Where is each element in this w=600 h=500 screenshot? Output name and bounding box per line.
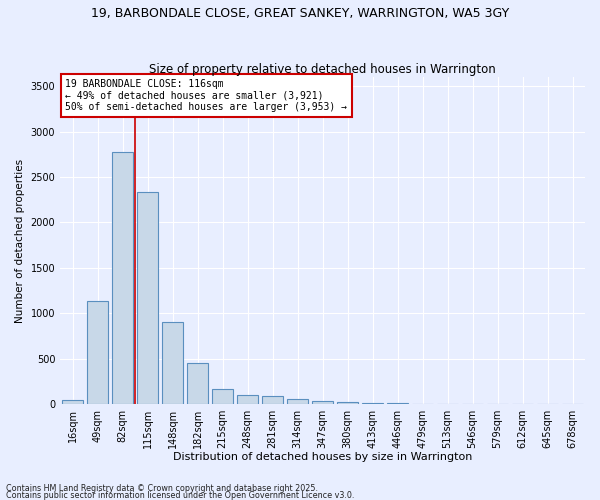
- Text: Contains HM Land Registry data © Crown copyright and database right 2025.: Contains HM Land Registry data © Crown c…: [6, 484, 318, 493]
- Bar: [137, 192, 158, 404]
- Bar: [162, 322, 183, 404]
- Title: Size of property relative to detached houses in Warrington: Size of property relative to detached ho…: [149, 63, 496, 76]
- X-axis label: Distribution of detached houses by size in Warrington: Distribution of detached houses by size …: [173, 452, 472, 462]
- Bar: [312, 401, 333, 404]
- Bar: [362, 402, 383, 404]
- Y-axis label: Number of detached properties: Number of detached properties: [15, 158, 25, 322]
- Bar: [337, 402, 358, 404]
- Bar: [262, 396, 283, 404]
- Text: 19 BARBONDALE CLOSE: 116sqm
← 49% of detached houses are smaller (3,921)
50% of : 19 BARBONDALE CLOSE: 116sqm ← 49% of det…: [65, 79, 347, 112]
- Text: 19, BARBONDALE CLOSE, GREAT SANKEY, WARRINGTON, WA5 3GY: 19, BARBONDALE CLOSE, GREAT SANKEY, WARR…: [91, 8, 509, 20]
- Bar: [387, 403, 408, 404]
- Bar: [287, 398, 308, 404]
- Bar: [212, 388, 233, 404]
- Bar: [187, 363, 208, 404]
- Bar: [87, 302, 108, 404]
- Bar: [112, 152, 133, 404]
- Bar: [62, 400, 83, 404]
- Text: Contains public sector information licensed under the Open Government Licence v3: Contains public sector information licen…: [6, 490, 355, 500]
- Bar: [237, 395, 258, 404]
